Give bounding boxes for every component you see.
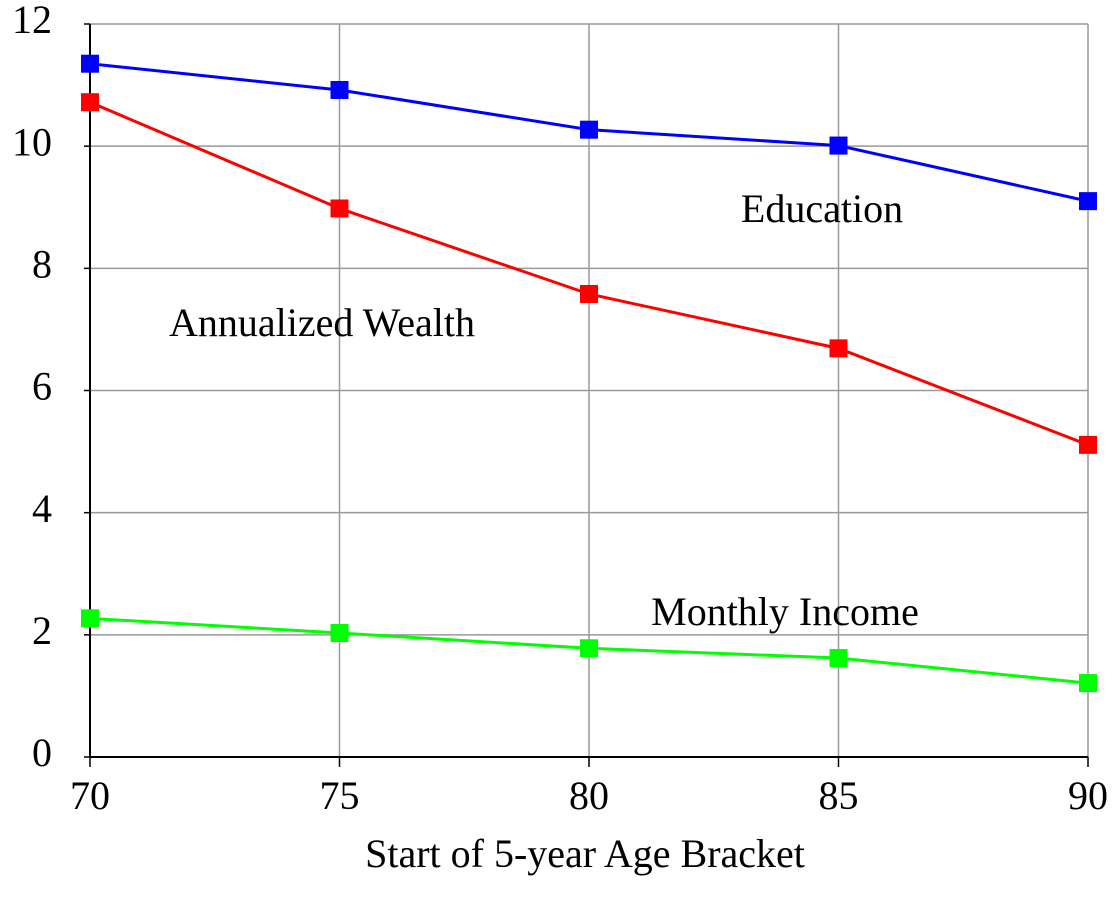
y-tick-label: 0: [32, 730, 52, 775]
marker: [580, 284, 598, 303]
marker: [829, 649, 848, 668]
y-tick-label: 12: [12, 0, 52, 42]
x-axis-label: Start of 5-year Age Bracket: [365, 831, 805, 876]
x-tick-label: 70: [70, 773, 110, 818]
x-tick-label: 90: [1068, 773, 1108, 818]
y-tick-label: 8: [32, 242, 52, 287]
x-tick-label: 75: [320, 773, 360, 818]
x-tick-label: 80: [569, 773, 609, 818]
marker: [580, 120, 598, 139]
y-tick-label: 4: [32, 486, 52, 531]
series-label: Annualized Wealth: [169, 300, 475, 345]
marker: [1079, 192, 1097, 211]
series-label: Education: [741, 186, 903, 231]
marker: [580, 639, 598, 658]
series-label: Monthly Income: [651, 589, 919, 634]
marker: [1079, 435, 1097, 454]
y-tick-label: 10: [12, 119, 52, 164]
marker: [330, 199, 349, 218]
marker: [829, 136, 848, 155]
x-tick-label: 85: [819, 773, 859, 818]
marker: [1079, 674, 1097, 693]
marker: [829, 339, 848, 358]
marker: [330, 80, 349, 99]
y-tick-label: 2: [32, 608, 52, 653]
marker: [81, 54, 99, 73]
y-tick-label: 6: [32, 364, 52, 409]
marker: [81, 93, 99, 112]
marker: [81, 609, 99, 628]
marker: [330, 624, 349, 643]
